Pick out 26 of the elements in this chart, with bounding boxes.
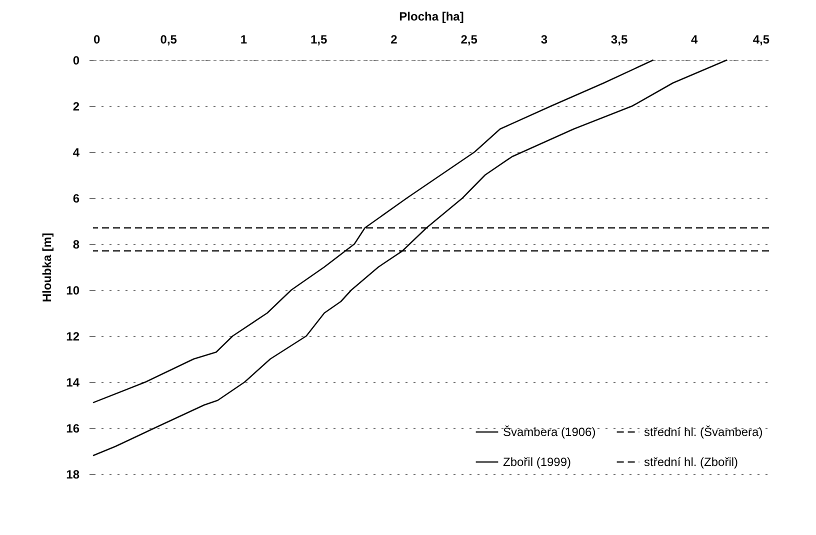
x-tick-label: 1,5 [310, 32, 328, 46]
y-tick-label: 16 [66, 422, 80, 436]
x-tick-label: 4,5 [752, 32, 770, 46]
y-tick-label: 6 [72, 192, 80, 206]
y-tick-label: 0 [72, 54, 80, 68]
x-axis-title: Plocha [ha] [399, 10, 464, 24]
legend-label: střední hl. (Zbořil) [644, 455, 738, 469]
y-tick-label: 18 [66, 468, 80, 482]
x-tick-label: 2,5 [460, 32, 478, 46]
legend-label: Švambera (1906) [503, 425, 596, 439]
y-axis-title: Hloubka [m] [40, 232, 54, 302]
x-tick-label: 2 [390, 32, 398, 46]
x-tick-label: 4 [691, 32, 698, 46]
x-tick-label: 0,5 [160, 32, 178, 46]
x-tick-label: 3 [540, 32, 548, 46]
legend-label: střední hl. (Švambera) [644, 425, 763, 439]
y-tick-label: 10 [66, 284, 80, 298]
y-tick-label: 14 [66, 376, 80, 390]
y-tick-label: 2 [72, 100, 80, 114]
x-tick-label: 3,5 [610, 32, 628, 46]
y-tick-label: 8 [72, 238, 80, 252]
y-tick-label: 12 [66, 330, 80, 344]
y-tick-label: 4 [72, 146, 80, 160]
x-tick-label: 0 [94, 32, 100, 46]
x-tick-label: 1 [240, 32, 248, 46]
legend-label: Zbořil (1999) [503, 455, 572, 469]
